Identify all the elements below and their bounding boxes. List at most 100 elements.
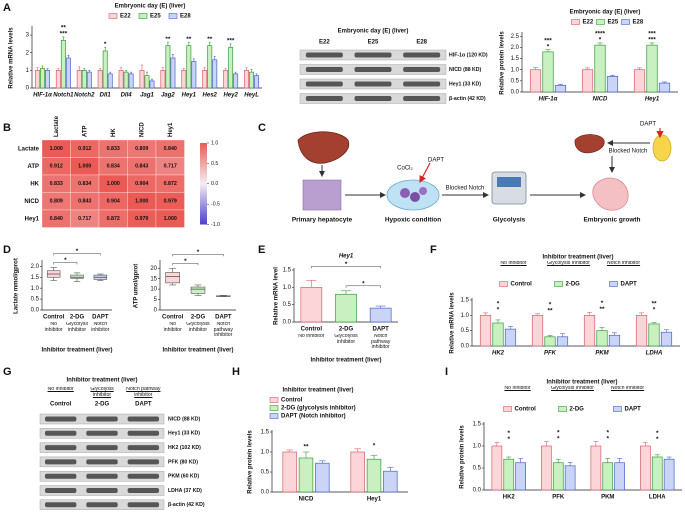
x-tick-label: HK2 [492, 351, 505, 357]
bar [207, 45, 213, 89]
blot-band [354, 96, 392, 101]
colorbar-tick-label: -0.5 [211, 202, 220, 208]
panel-label: G [3, 366, 12, 378]
significance: * [606, 429, 609, 436]
cell-label: 0.840 [164, 146, 177, 152]
column-label: Hey1 [168, 122, 174, 137]
significance: ** [186, 36, 192, 43]
legend-title: Embryonic day (E) (liver) [115, 4, 186, 10]
bar [315, 462, 330, 493]
bar [564, 465, 576, 491]
x-tick-label: LDHA [649, 495, 666, 501]
x-tick-label: Dll4 [121, 93, 133, 99]
blot-band [44, 430, 77, 436]
column-label: Lactate [54, 115, 60, 137]
note-box: Notch pathway inhibitor [213, 322, 233, 338]
blot-column: E25 [368, 40, 379, 46]
bar [608, 334, 621, 347]
bar [118, 70, 124, 89]
legend-swatch [571, 19, 580, 25]
legend-label: DAPT [625, 407, 642, 413]
blot-band [403, 96, 441, 101]
note-box: Notch pathway inhibitor [371, 334, 390, 350]
y-tick-label: 1 [26, 68, 30, 74]
cell-label: 1.000 [107, 181, 120, 187]
bar [492, 322, 504, 347]
bar [107, 73, 113, 89]
significance: * [601, 300, 604, 307]
x-tick-label: Control [43, 315, 65, 321]
y-tick-label: 2 [26, 50, 30, 56]
cell-label: 0.904 [135, 181, 148, 187]
panel-label: E [258, 244, 265, 256]
blot-band [86, 430, 118, 436]
y-tick-label: 0.0 [511, 90, 520, 96]
legend-swatch [503, 406, 512, 412]
x-tick-label: Notch2 [74, 93, 95, 99]
blot-band [127, 502, 160, 508]
bar [186, 45, 192, 89]
x-tick-label: Control [301, 327, 323, 333]
x-tick-label: HIF-1α [33, 93, 52, 99]
x-tick-label: Control [162, 315, 184, 321]
x-tick-label: PFK [544, 351, 557, 357]
legend-label: Control [281, 398, 303, 404]
note: Notch pathway inhibitor [213, 322, 233, 338]
treatment-label: CoCl₂ [397, 166, 413, 172]
significance: *** [544, 37, 552, 44]
blot-column: 2-DG [95, 402, 110, 408]
note: Notch inhibitor [610, 386, 645, 391]
x-tick-label: NICD [593, 97, 608, 103]
bar [170, 57, 176, 89]
y-tick-label: 1.5 [473, 422, 482, 428]
bar [39, 68, 45, 89]
blot-band [305, 96, 343, 101]
significance: ** [303, 444, 309, 451]
colorbar-tick-label: 1.0 [211, 140, 218, 146]
note: Glycolysis inhibitor [551, 386, 594, 391]
legend-label: E28 [180, 14, 191, 20]
bar [139, 70, 145, 89]
panel-label: C [258, 122, 266, 134]
blot-band [403, 52, 441, 58]
bar [45, 70, 50, 89]
y-tick-label: 0.0 [31, 308, 40, 314]
note: Glycolysis inhibitor [186, 322, 210, 333]
bar [503, 458, 515, 491]
blot-band [44, 473, 77, 479]
blot-row-label: HIF-1α (120 KD) [449, 52, 488, 58]
x-tick-label: NICD [299, 497, 314, 503]
significance: ** [599, 306, 605, 313]
significance: * [656, 436, 659, 443]
row-label: ATP [27, 164, 39, 170]
x-tick-label: 2-DG [339, 327, 354, 333]
blot-band [354, 81, 392, 87]
significance: ** [165, 36, 171, 43]
y-axis-label: Lactate mmol/gprot [14, 258, 20, 314]
cell [410, 192, 420, 202]
blot-band [127, 473, 160, 479]
legend-swatch [596, 19, 605, 25]
cell-label: 0.843 [135, 164, 148, 170]
bar [55, 70, 61, 89]
bar [651, 456, 663, 491]
x-tick-label: HIF-1α [539, 97, 558, 103]
y-tick-label: 1.0 [461, 313, 470, 319]
bar [383, 470, 398, 493]
note-box: No inhibitor [45, 322, 63, 333]
bar [282, 451, 297, 493]
colorbar [200, 143, 207, 225]
x-tick-label: PKM [601, 495, 614, 501]
bar [596, 330, 608, 347]
x-tick-label: Hes2 [203, 93, 218, 99]
significance: * [599, 37, 602, 44]
bar [233, 73, 239, 89]
y-tick-label: 2.0 [511, 45, 520, 51]
bar [541, 445, 552, 491]
bar [640, 445, 651, 491]
blot-row-label: PFK (80 KD) [168, 459, 198, 465]
bar [228, 47, 234, 89]
note: Glycolysis inhibitor [65, 322, 89, 333]
y-axis-label: Relative protein levels [248, 430, 254, 494]
bar [556, 336, 569, 347]
